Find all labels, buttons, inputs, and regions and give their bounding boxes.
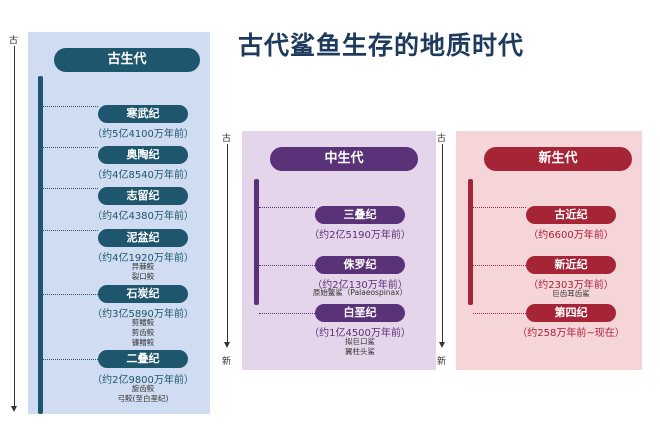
connector-dash <box>259 207 315 208</box>
cenozoic-timeline <box>468 179 473 305</box>
shark-note: 翼柱头鲨 <box>345 347 375 356</box>
axis-old-label: 古 <box>437 134 447 144</box>
axis-old-label: 古 <box>9 36 19 46</box>
shark-note: 拟巨口鲨 <box>345 337 375 346</box>
paleozoic-panel: 古生代 寒武纪 （约5亿4100万年前） 奥陶纪 （约4亿8540万年前） 志留… <box>28 32 210 414</box>
period-quaternary: 第四纪 <box>526 304 616 322</box>
period-cambrian-age: （约5亿4100万年前） <box>92 129 194 140</box>
period-triassic-age: （约2亿5190万年前） <box>309 230 411 241</box>
shark-note: 剪鳍鲛 <box>131 318 155 327</box>
paleozoic-timeline <box>38 76 43 414</box>
connector-dash <box>43 230 98 231</box>
shark-note: 异棘鲛 <box>131 262 155 271</box>
period-paleogene: 古近纪 <box>526 206 616 224</box>
period-devonian: 泥盆纪 <box>98 229 188 247</box>
connector-dash <box>43 106 98 107</box>
period-cambrian: 寒武纪 <box>98 105 188 123</box>
time-axis-line <box>14 46 15 408</box>
period-carboniferous: 石炭纪 <box>98 285 188 303</box>
period-carboniferous-age: （约3亿5890万年前） <box>92 309 194 320</box>
axis-old-label: 古 <box>222 134 232 144</box>
shark-note: 原始鳖鲨（Palaeospinax） <box>312 288 408 297</box>
period-cretaceous: 白垩纪 <box>315 304 405 322</box>
time-axis-arrow-icon <box>11 406 17 412</box>
period-permian-age: （约2亿9800万年前） <box>92 375 194 386</box>
shark-note: 巨齿耳齿鲨 <box>552 289 590 298</box>
mesozoic-timeline <box>254 179 259 305</box>
period-quaternary-age: （约258万年前~现在） <box>517 328 625 339</box>
shark-note: 镰鳍鲛 <box>131 338 155 347</box>
period-jurassic: 侏罗纪 <box>315 256 405 274</box>
shark-note: 旋齿鲛 <box>131 384 155 393</box>
connector-dash <box>473 313 526 314</box>
era-cenozoic-label: 新生代 <box>484 147 632 171</box>
time-axis-arrow-icon <box>224 342 230 348</box>
period-triassic: 三叠纪 <box>315 206 405 224</box>
period-silurian-age: （约4亿4380万年前） <box>92 211 194 222</box>
connector-dash <box>259 313 315 314</box>
period-neogene-age: （约2303万年前） <box>528 280 614 291</box>
period-silurian: 志留纪 <box>98 187 188 205</box>
connector-dash <box>43 294 98 295</box>
connector-dash <box>473 207 526 208</box>
period-paleogene-age: （约6600万年前） <box>528 230 614 241</box>
time-axis-line <box>442 144 443 344</box>
connector-dash <box>43 188 98 189</box>
connector-dash <box>43 359 98 360</box>
period-cretaceous-age: （约1亿4500万年前） <box>309 328 411 339</box>
page-title: 古代鲨鱼生存的地质时代 <box>238 31 525 60</box>
axis-new-label: 新 <box>437 357 447 367</box>
era-paleozoic-label: 古生代 <box>54 48 200 72</box>
period-permian: 二叠纪 <box>98 350 188 368</box>
time-axis-line <box>227 144 228 344</box>
period-devonian-age: （约4亿1920万年前） <box>92 253 194 264</box>
connector-dash <box>473 265 526 266</box>
period-ordovician-age: （约4亿8540万年前） <box>92 170 194 181</box>
era-mesozoic-label: 中生代 <box>270 147 418 171</box>
connector-dash <box>43 147 98 148</box>
shark-note: 弓鲛(至白垩纪) <box>117 394 169 403</box>
cenozoic-panel: 新生代 古近纪 （约6600万年前） 新近纪 （约2303万年前） 巨齿耳齿鲨 … <box>456 131 642 370</box>
shark-note: 裂口鲛 <box>131 272 155 281</box>
time-axis-arrow-icon <box>439 342 445 348</box>
period-neogene: 新近纪 <box>526 256 616 274</box>
axis-new-label: 新 <box>222 357 232 367</box>
shark-note: 剪齿鲛 <box>131 328 155 337</box>
period-jurassic-age: （约2亿130万年前） <box>312 280 408 291</box>
mesozoic-panel: 中生代 三叠纪 （约2亿5190万年前） 侏罗纪 （约2亿130万年前） 原始鳖… <box>242 131 436 370</box>
connector-dash <box>259 265 315 266</box>
period-ordovician: 奥陶纪 <box>98 146 188 164</box>
